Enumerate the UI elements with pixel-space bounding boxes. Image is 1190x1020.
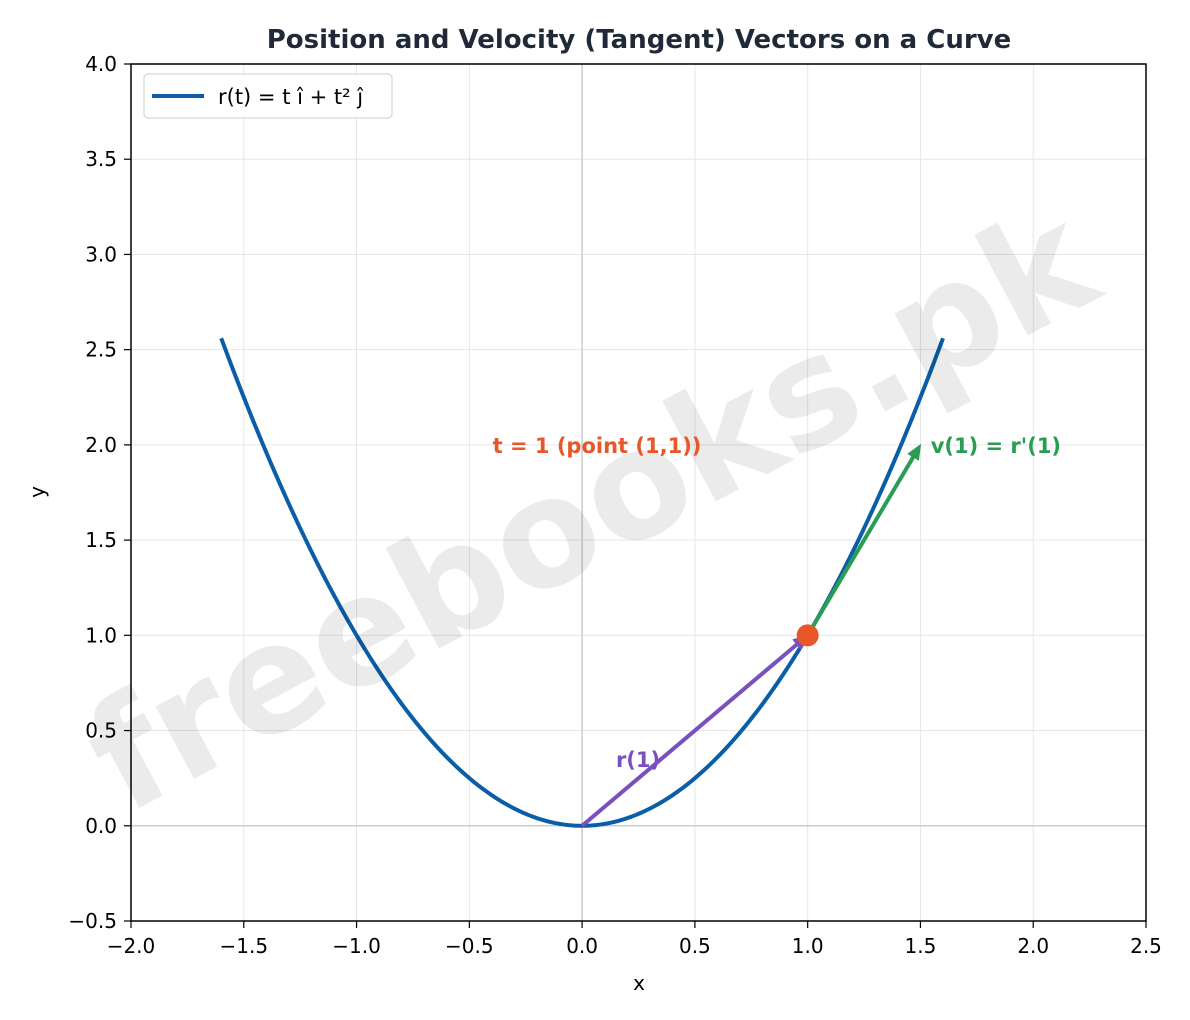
y-tick-label: 2.5 [85,338,117,362]
x-tick-label: 2.5 [1130,934,1162,958]
y-tick-label: 1.5 [85,528,117,552]
x-tick-label: −2.0 [107,934,156,958]
point-marker [796,624,819,647]
plot-frame [130,63,1147,922]
x-tick-label: 1.0 [792,934,824,958]
x-tick-label: 1.5 [905,934,937,958]
legend: r(t) = t î + t² ĵ [143,73,393,119]
x-tick-label: −0.5 [445,934,494,958]
position-vector-label: r(1) [616,748,660,772]
x-tick-label: 0.0 [566,934,598,958]
point-layer [796,624,819,647]
y-tick-label: 2.0 [85,433,117,457]
x-tick-label: −1.0 [332,934,381,958]
y-tick-label: −0.5 [68,909,117,933]
y-tick-label: 0.0 [85,814,117,838]
x-tick-label: −1.5 [219,934,268,958]
y-tick-label: 4.0 [85,52,117,76]
y-axis-label: y [25,486,49,498]
x-tick-label: 2.0 [1017,934,1049,958]
velocity-vector-label: v(1) = r'(1) [931,434,1061,458]
ticks: −2.0 −1.5 −1.0 −0.5 0.0 0.5 1.0 1.5 2.0 2.5 −0.5 0.… [68,52,1161,958]
point-annotation: t = 1 (point (1,1)) [493,434,702,458]
chart-title: Position and Velocity (Tangent) Vectors … [267,25,1012,55]
annotations: t = 1 (point (1,1)) v(1) = r'(1) r(1) [493,434,1061,772]
x-tick-label: 0.5 [679,934,711,958]
velocity-vector-shaft [805,455,916,637]
legend-label: r(t) = t î + t² ĵ [218,85,364,109]
y-tick-label: 1.0 [85,623,117,647]
legend-box [143,73,393,119]
y-tick-label: 3.0 [85,242,117,266]
position-vector-shaft [580,642,799,828]
zero-lines [131,64,1146,921]
y-tick-label: 3.5 [85,147,117,171]
velocity-vector-head [907,443,922,461]
x-axis-label: x [633,971,645,995]
y-tick-label: 0.5 [85,719,117,743]
